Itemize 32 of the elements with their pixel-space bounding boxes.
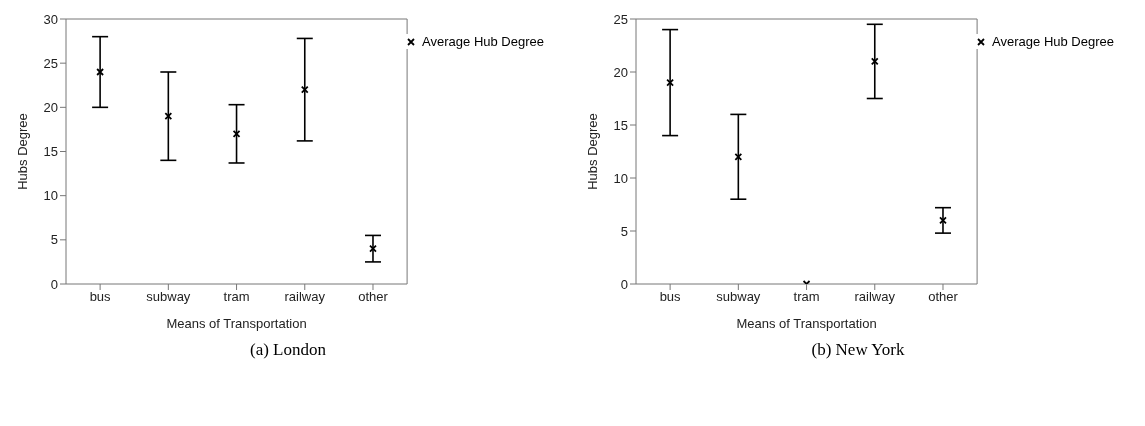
x-tick-label: bus [659, 289, 682, 305]
y-tick-label: 25 [613, 11, 628, 27]
y-tick-label: 20 [43, 99, 58, 115]
y-tick-label: 10 [613, 170, 628, 186]
x-tick-label: other [928, 289, 959, 305]
x-tick-label: railway [284, 289, 326, 305]
legend-label: Average Hub Degree [422, 34, 544, 49]
x-tick-label: subway [146, 289, 191, 305]
x-tick-label: tram [223, 289, 250, 305]
y-tick-label: 5 [620, 223, 628, 239]
y-tick-label: 0 [50, 276, 58, 292]
point [96, 68, 105, 76]
x-axis-title: Means of Transportation [166, 316, 307, 331]
text: (b) New York [810, 340, 906, 360]
x-tick-label: other [358, 289, 389, 305]
y-tick-label: 0 [620, 276, 628, 292]
y-tick-label: 5 [50, 232, 58, 248]
x-axis-title: Means of Transportation [736, 316, 877, 331]
y-axis-title: Hubs Degree [14, 113, 30, 190]
y-tick-label: 10 [43, 188, 58, 204]
text: (a) London [249, 340, 327, 360]
y-tick-label: 25 [43, 55, 58, 71]
y-tick-label: 20 [613, 64, 628, 80]
x-tick-label: railway [854, 289, 896, 305]
y-tick-label: 15 [613, 117, 628, 133]
x-tick-label: subway [716, 289, 761, 305]
x-tick-label: bus [89, 289, 112, 305]
y-axis-title: Hubs Degree [584, 113, 600, 190]
y-tick-label: 15 [43, 144, 58, 160]
legend-label: Average Hub Degree [992, 34, 1114, 49]
x-tick-label: tram [793, 289, 820, 305]
y-tick-label: 30 [43, 11, 58, 27]
